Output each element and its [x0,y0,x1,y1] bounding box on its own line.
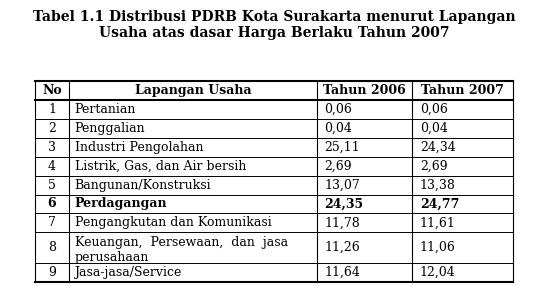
Text: 11,64: 11,64 [324,266,360,279]
Text: Industri Pengolahan: Industri Pengolahan [75,141,203,154]
Text: Pengangkutan dan Komunikasi: Pengangkutan dan Komunikasi [75,217,271,229]
Text: 13,38: 13,38 [420,178,456,192]
Text: 11,78: 11,78 [324,217,360,229]
Text: 5: 5 [48,178,56,192]
Text: 0,06: 0,06 [324,103,352,116]
Text: No: No [42,84,62,97]
Text: Bangunan/Konstruksi: Bangunan/Konstruksi [75,178,211,192]
Text: Keuangan,  Persewaan,  dan  jasa
perusahaan: Keuangan, Persewaan, dan jasa perusahaan [75,236,288,264]
Text: 0,04: 0,04 [420,122,448,135]
Text: 24,77: 24,77 [420,198,459,210]
Text: Jasa-jasa/Service: Jasa-jasa/Service [75,266,182,279]
Text: 24,34: 24,34 [420,141,455,154]
Text: 9: 9 [48,266,56,279]
Text: Tabel 1.1 Distribusi PDRB Kota Surakarta menurut Lapangan
Usaha atas dasar Harga: Tabel 1.1 Distribusi PDRB Kota Surakarta… [33,10,515,40]
Text: 4: 4 [48,160,56,172]
Text: 11,06: 11,06 [420,241,456,254]
Text: 2,69: 2,69 [324,160,352,172]
Text: 8: 8 [48,241,56,254]
Text: Tahun 2007: Tahun 2007 [421,84,504,97]
Text: 11,26: 11,26 [324,241,360,254]
Text: Lapangan Usaha: Lapangan Usaha [134,84,251,97]
Text: 7: 7 [48,217,56,229]
Text: 1: 1 [48,103,56,116]
Text: 24,35: 24,35 [324,198,363,210]
Text: 13,07: 13,07 [324,178,360,192]
Text: Tahun 2006: Tahun 2006 [323,84,406,97]
Text: 0,06: 0,06 [420,103,448,116]
Text: 3: 3 [48,141,56,154]
Text: 2,69: 2,69 [420,160,447,172]
Text: 12,04: 12,04 [420,266,455,279]
Text: Penggalian: Penggalian [75,122,145,135]
Text: 2: 2 [48,122,56,135]
Text: Perdagangan: Perdagangan [75,198,167,210]
Text: 25,11: 25,11 [324,141,360,154]
Text: 11,61: 11,61 [420,217,456,229]
Text: Pertanian: Pertanian [75,103,136,116]
Text: 6: 6 [48,198,56,210]
Text: Listrik, Gas, dan Air bersih: Listrik, Gas, dan Air bersih [75,160,246,172]
Text: 0,04: 0,04 [324,122,352,135]
